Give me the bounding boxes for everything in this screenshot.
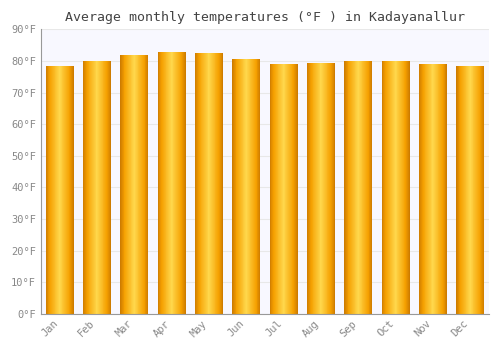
Title: Average monthly temperatures (°F ) in Kadayanallur: Average monthly temperatures (°F ) in Ka…	[65, 11, 465, 24]
